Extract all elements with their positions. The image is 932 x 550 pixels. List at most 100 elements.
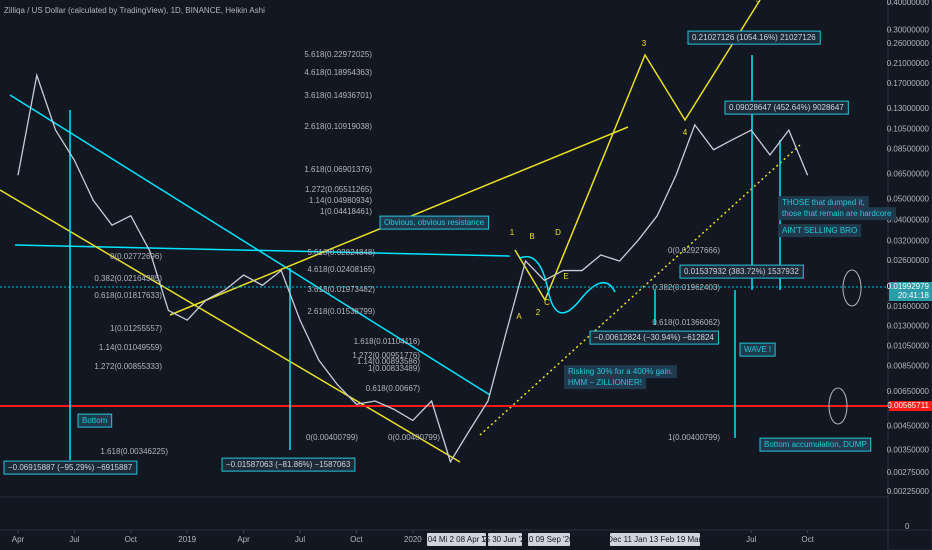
y-tick-label: 0.17000000 — [887, 79, 930, 88]
annotation-box-text: THOSE that dumped it, — [782, 198, 865, 207]
wave-projection — [519, 256, 616, 314]
wave-label: C — [544, 298, 550, 307]
fib-label: 1.272(0.00951776) — [352, 351, 420, 360]
x-tick-label: Jul — [746, 535, 756, 544]
fib-label: 5.618(0.02824848) — [307, 248, 375, 257]
annotation-box — [379, 215, 490, 230]
wave-label: D — [555, 228, 561, 237]
fib-label: 1(0.01255557) — [110, 324, 162, 333]
fib-label: 5.618(0.22972025) — [304, 50, 372, 59]
fib-label: 0(0.02772696) — [110, 252, 162, 261]
annotation-box-text: 0.21027126 (1054.16%) 21027126 — [692, 33, 816, 42]
price-tag: 0.01992979 — [887, 282, 930, 291]
fib-label: 0(0.00400799) — [306, 433, 358, 442]
volume-axis-label: 0 — [905, 522, 910, 531]
annotation-box — [778, 224, 862, 238]
x-marker-box — [610, 533, 700, 546]
annotation-box — [679, 264, 804, 279]
annotation-box-text: HMM − ZILLIONIER! — [568, 378, 642, 387]
y-tick-label: 0.02600000 — [887, 256, 930, 265]
price-tag: 0.00565711 — [887, 401, 929, 410]
x-tick-label: Apr — [237, 535, 250, 544]
fib-label: 0.382(0.01962403) — [652, 283, 720, 292]
annotation-box — [221, 457, 356, 472]
fib-label: 1.14(0.01049559) — [99, 343, 163, 352]
x-tick-label: Apr — [12, 535, 25, 544]
fib-label: 1.618(0.00346225) — [100, 447, 168, 456]
fib-label: 0(0.00400799) — [388, 433, 440, 442]
fib-label: 0.618(0.00667) — [366, 384, 421, 393]
fib-label: 0(0.02927666) — [668, 246, 720, 255]
x-tick-label: 2019 — [178, 535, 196, 544]
trend-line — [9, 94, 491, 396]
annotation-box-text: Bottom — [82, 416, 108, 425]
y-tick-label: 0.04000000 — [887, 215, 930, 224]
annotation-box — [687, 30, 821, 45]
y-tick-label: 0.00450000 — [887, 422, 930, 431]
x-marker-label: 10 09 Sep '20 — [524, 535, 574, 544]
y-tick-label: 0.01050000 — [887, 342, 930, 351]
y-tick-label: 0.13000000 — [887, 104, 930, 113]
y-tick-label: 0.21000000 — [887, 59, 930, 68]
fib-label: 1.14(0.00893586) — [357, 357, 421, 366]
fib-label: 1(0.00833489) — [368, 364, 420, 373]
x-marker-box — [488, 533, 522, 546]
annotation-box — [778, 207, 896, 221]
trend-line — [0, 189, 461, 463]
wave-label: E — [563, 272, 568, 281]
fib-label: 1.14(0.04980934) — [309, 196, 373, 205]
annotation-box-text: Obvious, obvious resistance — [384, 218, 485, 227]
annotation-box-text: Bottom accumulation, DUMP — [764, 440, 867, 449]
y-tick-label: 0.00650000 — [887, 387, 930, 396]
fib-label: 1.618(0.01104116) — [354, 337, 421, 346]
y-tick-label: 0.08500000 — [887, 144, 930, 153]
chart-title: Zilliqa / US Dollar (calculated by Tradi… — [4, 6, 265, 15]
fib-label: 2.618(0.10919038) — [304, 122, 372, 131]
y-tick-label: 0.40000000 — [887, 0, 930, 7]
annotation-box — [778, 196, 869, 210]
fib-label: 2.618(0.01538799) — [307, 307, 375, 316]
wave-label: 5 — [756, 0, 761, 4]
x-tick-label: Oct — [801, 535, 814, 544]
fib-label: 1.272(0.00855333) — [94, 362, 162, 371]
wave-label: 1 — [510, 228, 515, 237]
fib-label: 4.618(0.02408165) — [307, 265, 375, 274]
annotation-box — [759, 437, 872, 452]
fib-label: 1(0.04418461) — [320, 207, 372, 216]
fib-label: 0.618(0.01366062) — [652, 318, 720, 327]
price-tag-bg — [889, 282, 932, 292]
annotation-box-text: those that remain are hardcore — [782, 209, 892, 218]
price-axis — [887, 0, 932, 550]
annotation-box — [739, 342, 776, 357]
fib-label: 4.618(0.18954363) — [304, 68, 372, 77]
y-tick-label: 0.05000000 — [887, 194, 930, 203]
price-tag-bg — [889, 401, 932, 411]
wave-label: B — [529, 232, 534, 241]
annotation-box — [77, 413, 113, 428]
x-tick-label: Oct — [350, 535, 363, 544]
price-tag: 20:41:18 — [898, 291, 930, 300]
annotation-box — [3, 460, 138, 475]
fib-label: 0.618(0.01817633) — [94, 291, 162, 300]
annotation-box-text: 0.09028647 (452.64%) 9028647 — [729, 103, 844, 112]
wave-label: A — [516, 312, 522, 321]
x-marker-label: 15 30 Jun '20 — [481, 535, 529, 544]
wave-projection — [514, 0, 761, 302]
highlight-ellipse — [842, 269, 862, 307]
support-line — [479, 144, 801, 436]
fib-label: 1.618(0.06901376) — [304, 165, 372, 174]
highlight-ellipse — [828, 387, 848, 425]
fib-label: 1.272(0.05511265) — [305, 185, 372, 194]
wave-label: 2 — [536, 308, 541, 317]
x-tick-label: 2020 — [404, 535, 422, 544]
annotations: 5.618(0.22972025) 4.618(0.18954363) 3.618(… — [3, 0, 896, 475]
annotation-box-text: AIN'T SELLING BRO — [782, 226, 857, 235]
annotation-box-text: −0.01587063 (−81.86%) −1587063 — [226, 460, 351, 469]
y-tick-label: 0.01600000 — [887, 302, 930, 311]
y-tick-label: 0.00350000 — [887, 445, 930, 454]
annotation-box-text: Risking 30% for a 400% gain. — [568, 367, 673, 376]
price-tag-bg — [889, 291, 932, 301]
x-marker-box — [528, 533, 570, 546]
y-tick-label: 0.10500000 — [887, 124, 930, 133]
annotation-box — [589, 330, 719, 345]
